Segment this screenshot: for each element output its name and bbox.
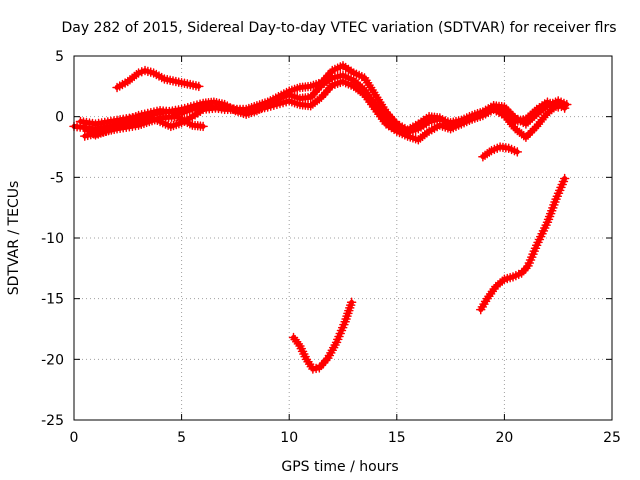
data-series-layer <box>69 60 572 374</box>
y-tick-labels: -25 -20 -15 -10 -5 0 5 <box>41 49 64 429</box>
series-plus-markers <box>475 173 570 315</box>
series-track-g <box>478 142 523 162</box>
y-tick-label: -15 <box>41 292 64 308</box>
y-tick-label: -10 <box>41 231 64 247</box>
series-plus-markers <box>288 297 357 374</box>
series-plus-markers <box>112 65 204 93</box>
series-plus-markers <box>478 142 523 162</box>
y-tick-label: -5 <box>50 170 64 186</box>
x-tick-label: 10 <box>280 430 298 446</box>
x-tick-label: 20 <box>495 430 513 446</box>
series-track-e <box>80 111 208 141</box>
series-track-a <box>112 65 204 93</box>
series-plus-markers <box>80 111 208 141</box>
x-tick-labels: 0 5 10 15 20 25 <box>70 430 621 446</box>
x-tick-label: 5 <box>177 430 186 446</box>
chart-title: Day 282 of 2015, Sidereal Day-to-day VTE… <box>61 20 616 36</box>
y-tick-label: -20 <box>41 352 64 368</box>
series-track-f <box>288 297 357 374</box>
x-axis-label: GPS time / hours <box>281 459 398 475</box>
y-tick-label: 5 <box>55 49 64 65</box>
x-tick-label: 0 <box>70 430 79 446</box>
y-tick-label: -25 <box>41 413 64 429</box>
series-track-h <box>475 173 570 315</box>
x-tick-label: 15 <box>388 430 406 446</box>
y-tick-label: 0 <box>55 110 64 126</box>
y-axis-label: SDTVAR / TECUs <box>6 181 22 296</box>
x-tick-label: 25 <box>603 430 621 446</box>
axis-ticks <box>73 55 613 421</box>
